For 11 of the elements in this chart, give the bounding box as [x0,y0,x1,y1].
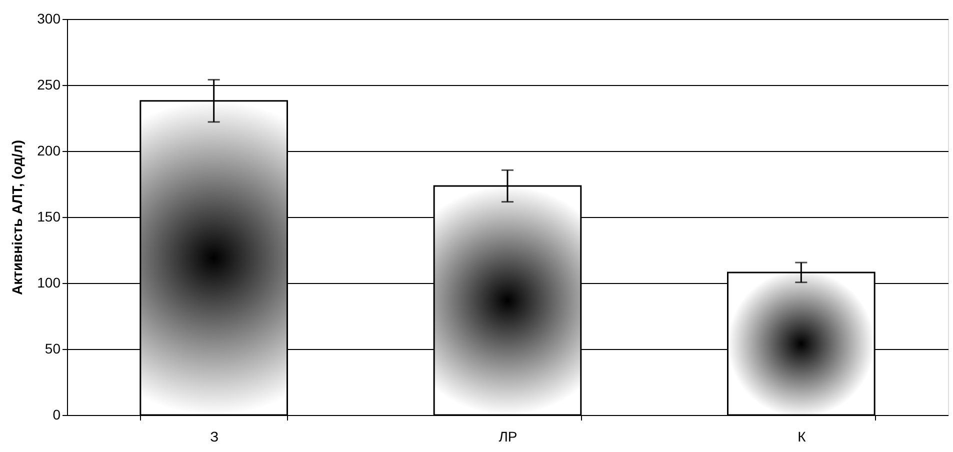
y-tick-label: 0 [52,406,61,422]
y-tick-label: 100 [37,274,61,290]
y-tick-label: 50 [44,340,61,356]
y-tick-label: 200 [37,142,61,158]
x-tick-label: К [798,428,807,444]
y-axis-title: Активність АЛТ, (од/л) [9,140,26,296]
y-tick-label: 300 [37,10,61,26]
x-tick-label: З [210,428,219,444]
x-tick-label: ЛР [498,428,518,444]
y-tick-label: 250 [37,76,61,92]
y-tick-label: 150 [37,208,61,224]
